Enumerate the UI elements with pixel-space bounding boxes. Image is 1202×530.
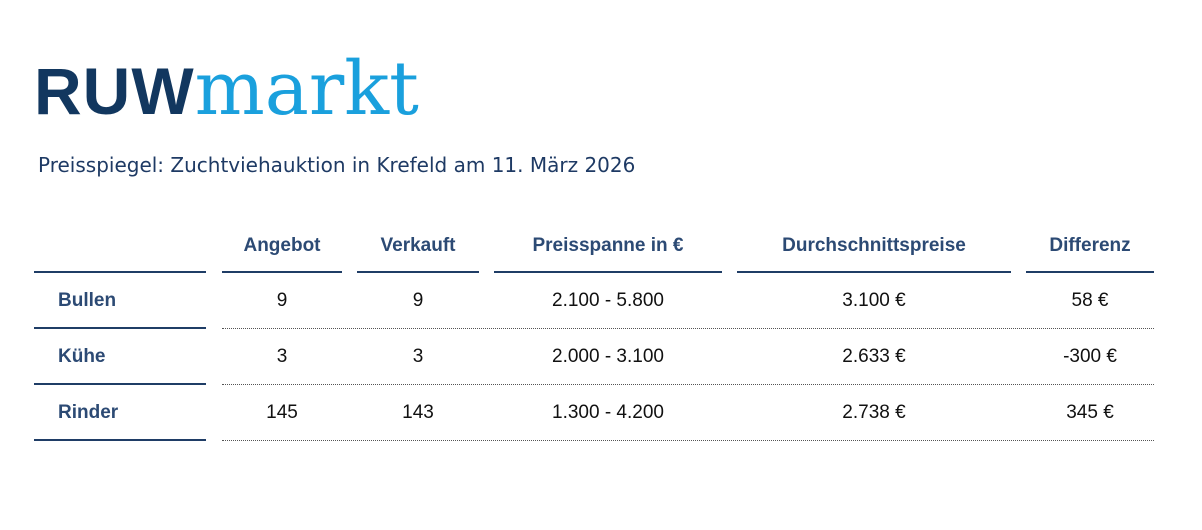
row-separator [222,440,1154,441]
header-rule [494,271,722,273]
table-cell: 1.300 - 4.200 [552,402,664,423]
header-differenz: Differenz [1049,235,1131,256]
row-separator [222,328,1154,329]
header-rule [357,271,479,273]
table-cell: 3.100 € [842,290,906,311]
table-cell: 58 € [1071,290,1109,311]
table-cell: 145 [266,402,298,423]
row-separator [222,384,1154,385]
table-cell: 2.100 - 5.800 [552,290,664,311]
table-cell: 9 [276,290,288,311]
table-cell: 3 [412,346,424,367]
table-cell: 2.000 - 3.100 [552,346,664,367]
table-cell: -300 € [1063,346,1117,367]
table-cell: 3 [276,346,288,367]
header-preisspanne: Preisspanne in € [532,235,684,256]
table-cell: 345 € [1066,402,1114,423]
header-verkauft: Verkauft [380,235,456,256]
table-cell: 9 [412,290,424,311]
logo-markt: markt [194,46,419,132]
header-rule [1026,271,1154,273]
header-rule [34,271,206,273]
table-cell: 143 [402,402,434,423]
ruwmarkt-logo: RUWmarkt [34,52,419,126]
header-durchschnittspreise: Durchschnittspreise [782,235,966,256]
header-rule [222,271,342,273]
header-angebot: Angebot [243,235,321,256]
table-cell: 2.633 € [842,346,906,367]
row-label-bullen: Bullen [58,290,117,311]
table-cell: 2.738 € [842,402,906,423]
row-rule [34,383,206,385]
row-label-rinder: Rinder [58,402,119,423]
row-rule [34,327,206,329]
row-rule [34,439,206,441]
header-rule [737,271,1011,273]
row-label-kuehe: Kühe [58,346,106,367]
logo-ruw: RUW [34,54,195,128]
page-subtitle: Preisspiegel: Zuchtviehauktion in Krefel… [38,153,636,177]
